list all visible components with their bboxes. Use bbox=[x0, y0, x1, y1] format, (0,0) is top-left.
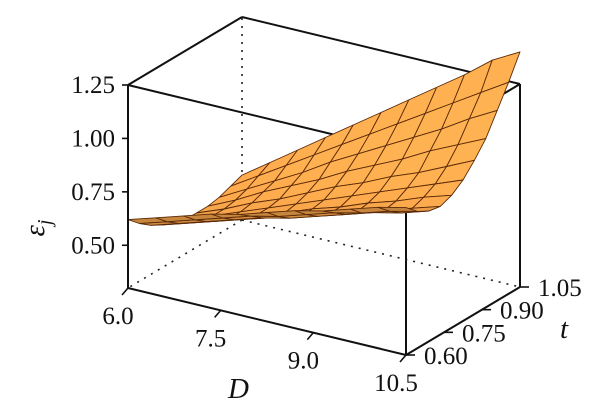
surface-facet bbox=[377, 206, 418, 212]
box-edge bbox=[127, 16, 243, 86]
box-hidden-edge bbox=[241, 219, 521, 288]
z-axis-title: εj bbox=[19, 219, 56, 236]
z-axis-title-sub: j bbox=[34, 219, 56, 228]
axis-ticks: 0.500.751.001.256.07.59.010.50.600.750.9… bbox=[71, 72, 582, 397]
z-tick-label: 1.00 bbox=[71, 125, 115, 152]
x-tick-mark bbox=[399, 354, 407, 363]
z-tick-label: 0.75 bbox=[71, 179, 115, 206]
chart-box-front bbox=[127, 85, 521, 356]
x-tick-mark bbox=[306, 332, 314, 341]
y-tick-label: 0.75 bbox=[462, 320, 506, 347]
z-tick-label: 0.50 bbox=[71, 232, 115, 259]
z-axis-title-main: ε bbox=[19, 225, 51, 237]
y-tick-label: 0.60 bbox=[424, 343, 468, 370]
x-tick-mark bbox=[121, 287, 129, 296]
svg-text:εj: εj bbox=[19, 219, 56, 236]
box-hidden-edge bbox=[127, 219, 243, 289]
y-tick-label: 0.90 bbox=[500, 298, 544, 325]
x-tick-label: 9.0 bbox=[288, 348, 319, 375]
box-edge bbox=[405, 286, 521, 356]
x-axis-title: D bbox=[227, 373, 249, 405]
z-tick-label: 1.25 bbox=[71, 72, 115, 99]
x-tick-label: 6.0 bbox=[102, 303, 133, 330]
box-edge bbox=[127, 287, 407, 356]
x-tick-mark bbox=[214, 309, 222, 318]
surface-plot bbox=[127, 51, 521, 226]
y-axis-title: t bbox=[560, 313, 569, 345]
x-tick-label: 7.5 bbox=[195, 325, 226, 352]
x-tick-label: 10.5 bbox=[374, 370, 418, 397]
y-tick-label: 1.05 bbox=[538, 275, 582, 302]
